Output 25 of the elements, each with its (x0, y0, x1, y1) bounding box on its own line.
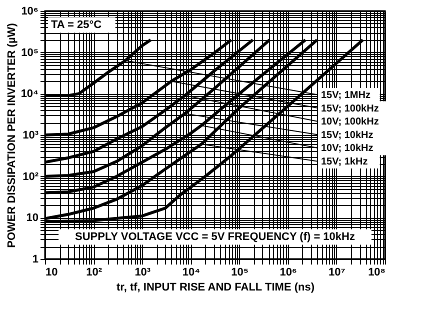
y-tick-label: 10⁵ (21, 46, 38, 59)
x-tick-label: 10 (46, 266, 58, 278)
annotation: 15V; 10kHz (321, 130, 374, 141)
annotation: SUPPLY VOLTAGE VCC = 5V FREQUENCY (f) = 10kHz (75, 231, 356, 243)
annotation: 15V; 100kHz (321, 103, 379, 114)
x-tick-label: 10⁴ (182, 266, 200, 278)
annotation: 10V; 100kHz (321, 116, 379, 128)
x-tick-label: 10⁵ (231, 266, 248, 278)
x-tick-label: 10⁶ (280, 266, 298, 278)
x-tick-label: 10⁷ (328, 266, 346, 278)
x-tick-label: 10⁸ (368, 266, 386, 278)
y-axis-title: POWER DISSIPATION PER INVERTER (µW) (6, 22, 18, 248)
annotation: 15V; 1MHz (321, 90, 370, 101)
y-tick-label: 10⁶ (21, 6, 38, 18)
y-tick-label: 10² (22, 170, 39, 183)
y-tick-label: 10 (26, 212, 38, 224)
x-tick-label: 10² (86, 266, 102, 278)
annotation: 10V; 10kHz (321, 143, 374, 154)
annotation: TA = 25°C (51, 19, 102, 31)
y-tick-label: 10³ (22, 130, 39, 142)
x-axis-title: tr, tf, INPUT RISE AND FALL TIME (ns) (116, 282, 315, 294)
y-tick-label: 1 (32, 254, 38, 266)
annotation: 15V; 1kHz (321, 156, 368, 168)
y-tick-label: 10⁴ (20, 88, 38, 100)
x-tick-label: 10³ (134, 266, 151, 278)
